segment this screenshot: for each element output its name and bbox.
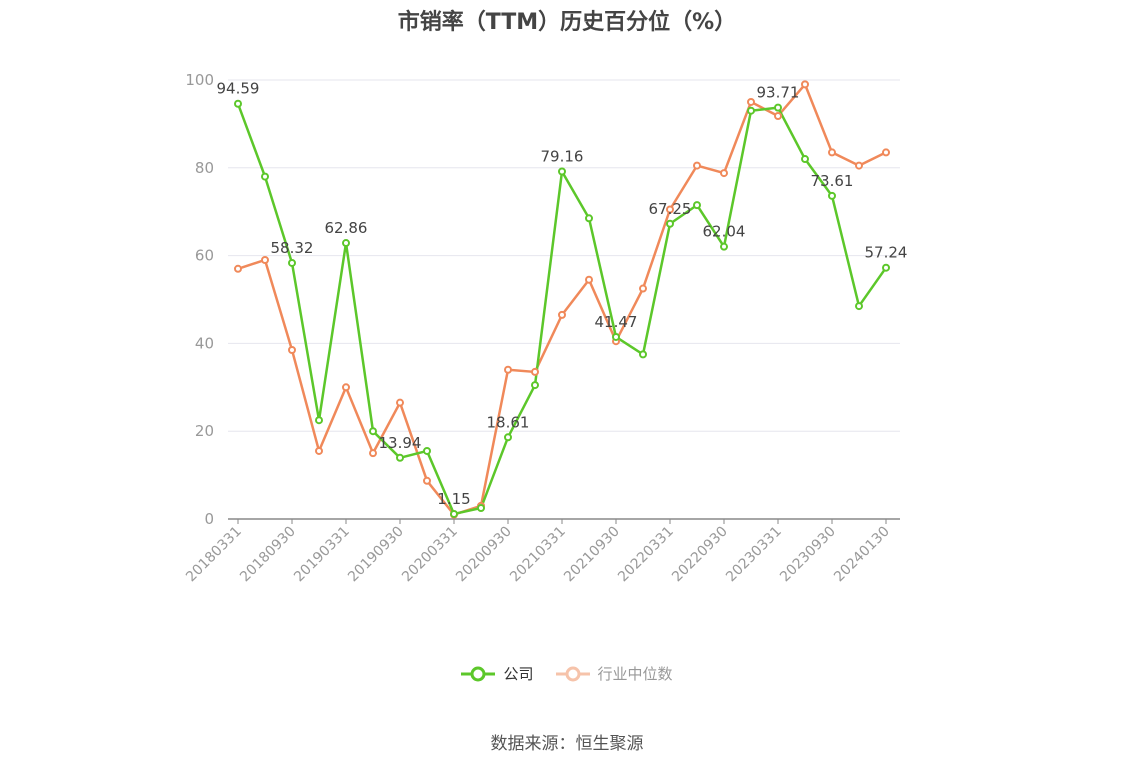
industry-point — [504, 365, 512, 374]
company-point — [450, 509, 458, 518]
x-tick-label: 20190930 — [345, 524, 407, 586]
data-label: 41.47 — [595, 313, 638, 331]
company-point — [801, 155, 809, 164]
industry-point — [747, 97, 755, 106]
industry-point — [639, 284, 647, 293]
industry-point — [801, 80, 809, 89]
legend: 公司 行业中位数 — [0, 663, 1134, 684]
x-tick-label: 20210331 — [507, 524, 569, 586]
x-tick-label: 20230930 — [777, 524, 839, 586]
company-point — [288, 258, 296, 267]
company-point — [585, 214, 593, 223]
legend-item-industry[interactable]: 行业中位数 — [555, 663, 673, 684]
y-tick-label: 60 — [195, 247, 214, 265]
industry-point — [234, 264, 242, 273]
company-point — [261, 172, 269, 181]
company-point — [855, 302, 863, 311]
data-label: 1.15 — [437, 490, 470, 508]
industry-point — [693, 161, 701, 170]
company-point — [612, 332, 620, 341]
data-labels: 94.59 58.32 62.86 13.94 1.15 18.61 79.16 41.47 6… — [217, 80, 908, 508]
data-label: 13.94 — [379, 434, 422, 452]
data-label: 18.61 — [487, 413, 530, 431]
source-note: 数据来源：恒生聚源 — [490, 734, 644, 754]
industry-point — [558, 310, 566, 319]
company-point — [828, 191, 836, 200]
x-tick-label: 20240130 — [831, 524, 893, 586]
x-tick-label: 20180331 — [183, 524, 245, 586]
grid-lines — [228, 79, 900, 432]
company-point — [369, 427, 377, 436]
x-tick-label: 20210930 — [561, 524, 623, 586]
company-point — [477, 504, 485, 513]
y-tick-label: 100 — [185, 71, 214, 89]
data-label: 79.16 — [541, 147, 584, 165]
y-tick-label: 80 — [195, 159, 214, 177]
company-point — [882, 263, 890, 272]
y-tick-label: 20 — [195, 422, 214, 440]
data-label: 73.61 — [811, 172, 854, 190]
data-label: 58.32 — [271, 239, 314, 257]
industry-point — [828, 148, 836, 157]
x-tick-label: 20200331 — [399, 524, 461, 586]
industry-point — [261, 255, 269, 264]
company-point — [558, 167, 566, 176]
company-point — [504, 433, 512, 442]
legend-label-company: 公司 — [503, 665, 534, 683]
y-tick-label: 40 — [195, 334, 214, 352]
data-points — [234, 80, 890, 519]
company-point — [234, 99, 242, 108]
y-tick-label: 0 — [204, 510, 214, 528]
company-point — [639, 350, 647, 359]
legend-line-circle-icon — [555, 666, 590, 681]
chart-title: 市销率（TTM）历史百分位（%） — [397, 10, 737, 35]
industry-point — [882, 148, 890, 157]
x-tick-label: 20230331 — [723, 524, 785, 586]
data-label: 62.86 — [325, 219, 368, 237]
company-point — [531, 381, 539, 390]
legend-line-circle-icon — [461, 666, 496, 681]
industry-point — [774, 111, 782, 120]
x-tick-label: 20190331 — [291, 524, 353, 586]
industry-point — [585, 275, 593, 284]
industry-point — [666, 205, 674, 214]
industry-point — [423, 476, 431, 485]
industry-point — [369, 449, 377, 458]
industry-point — [396, 398, 404, 407]
data-label: 62.04 — [703, 223, 746, 241]
company-point — [774, 103, 782, 112]
x-tick-label: 20200930 — [453, 524, 515, 586]
company-point — [342, 239, 350, 248]
company-point — [396, 453, 404, 462]
data-label: 94.59 — [217, 80, 260, 98]
industry-point — [288, 345, 296, 354]
company-point — [747, 106, 755, 115]
data-label: 93.71 — [757, 84, 800, 102]
data-label: 67.25 — [649, 200, 692, 218]
industry-point — [720, 169, 728, 178]
x-tick-label: 20180930 — [237, 524, 299, 586]
data-label: 57.24 — [865, 244, 908, 262]
industry-point — [855, 161, 863, 170]
company-point — [423, 446, 431, 455]
company-point — [315, 416, 323, 425]
company-point — [666, 219, 674, 228]
legend-item-company[interactable]: 公司 — [461, 663, 534, 684]
legend-label-industry: 行业中位数 — [597, 665, 673, 683]
x-tick-label: 20220930 — [669, 524, 731, 586]
x-tick-label: 20220331 — [615, 524, 677, 586]
industry-point — [315, 446, 323, 455]
company-point — [720, 242, 728, 251]
industry-point — [531, 367, 539, 376]
industry-point — [342, 383, 350, 392]
company-point — [693, 201, 701, 210]
